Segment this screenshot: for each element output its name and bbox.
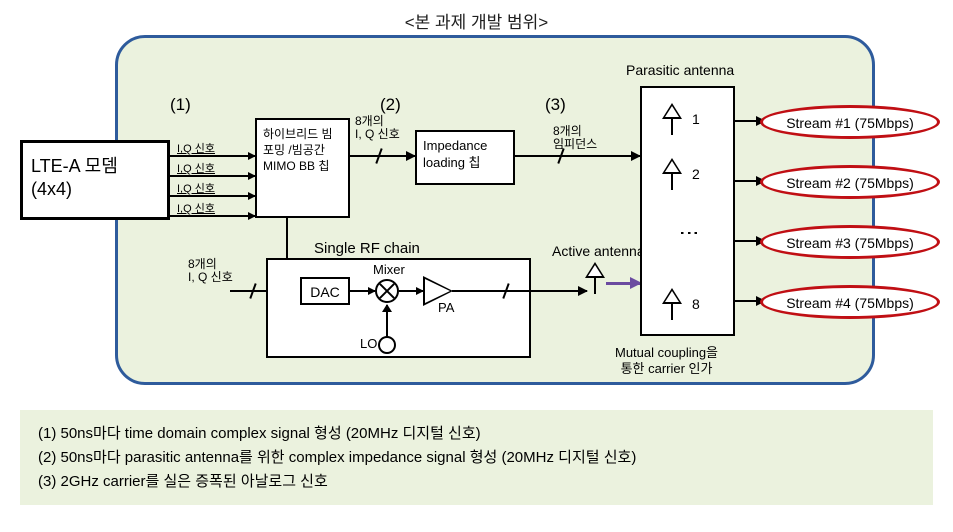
- iq-label-4: I,Q 신호: [177, 200, 215, 216]
- antenna-icon: [662, 288, 682, 320]
- stream-3: Stream #3 (75Mbps): [760, 225, 940, 259]
- antenna-row-2: 2: [662, 158, 700, 190]
- footer-legend: (1) 50ns마다 time domain complex signal 형성…: [20, 410, 933, 505]
- arrow-pa-out: [452, 290, 587, 292]
- antenna-num-2: 2: [692, 166, 700, 182]
- line-lo-mixer: [386, 305, 388, 337]
- antenna-icon: [662, 103, 682, 135]
- impedance-chip-box: Impedance loading 칩: [415, 130, 515, 185]
- diagram-title: <본 과제 개발 범위>: [0, 0, 953, 33]
- bb-chip-box: 하이브리드 빔포밍 /빔공간 MIMO BB 칩: [255, 118, 350, 218]
- arrow-mixer-pa: [399, 290, 423, 292]
- antenna-row-8: 8: [662, 288, 700, 320]
- dac-box: DAC: [300, 277, 350, 305]
- marker-3: (3): [545, 95, 566, 115]
- footer-line-2: (2) 50ns마다 parasitic antenna를 위한 complex…: [38, 446, 915, 470]
- mutual-coupling-label: Mutual coupling을통한 carrier 인가: [615, 345, 718, 376]
- mixer-icon: [375, 279, 399, 303]
- rf-chain-title: Single RF chain: [310, 240, 424, 257]
- sig-8iq-2: 8개의I, Q 신호: [188, 258, 233, 284]
- iq-label-1: I,Q 신호: [177, 140, 215, 156]
- stream-1: Stream #1 (75Mbps): [760, 105, 940, 139]
- mixer-label: Mixer: [373, 262, 405, 277]
- antenna-num-1: 1: [692, 111, 700, 127]
- lte-line2: (4x4): [31, 178, 159, 201]
- pa-label: PA: [438, 300, 454, 315]
- iq-arrow-4: [170, 215, 255, 217]
- arrow-bb-imp: [350, 155, 415, 157]
- antenna-num-8: 8: [692, 296, 700, 312]
- footer-line-3: (3) 2GHz carrier를 실은 증폭된 아날로그 신호: [38, 470, 915, 494]
- lo-label: LO: [360, 336, 377, 351]
- arrow-imp-ant: [515, 155, 640, 157]
- active-antenna-label: Active antenna: [552, 243, 645, 259]
- stream-4: Stream #4 (75Mbps): [760, 285, 940, 319]
- arrow-dac-mixer: [350, 290, 375, 292]
- sig-8iq-1: 8개의I, Q 신호: [355, 115, 400, 141]
- marker-2: (2): [380, 95, 401, 115]
- antenna-icon: [662, 158, 682, 190]
- iq-arrow-3: [170, 195, 255, 197]
- iq-arrow-2: [170, 175, 255, 177]
- marker-1: (1): [170, 95, 191, 115]
- lte-modem-box: LTE-A 모뎀 (4x4): [20, 140, 170, 220]
- footer-line-1: (1) 50ns마다 time domain complex signal 형성…: [38, 422, 915, 446]
- lte-line1: LTE-A 모뎀: [31, 155, 159, 178]
- iq-label-3: I,Q 신호: [177, 180, 215, 196]
- arrow-active-to-parasitic: [606, 282, 641, 285]
- iq-arrow-1: [170, 155, 255, 157]
- antenna-row-1: 1: [662, 103, 700, 135]
- sig-8imp: 8개의임피던스: [553, 125, 597, 151]
- stream-2: Stream #2 (75Mbps): [760, 165, 940, 199]
- lo-icon: [378, 336, 396, 354]
- antenna-dots: ⋮: [685, 223, 693, 237]
- iq-label-2: I,Q 신호: [177, 160, 215, 176]
- active-antenna-icon: [585, 262, 605, 299]
- parasitic-antenna-label: Parasitic antenna: [626, 62, 734, 78]
